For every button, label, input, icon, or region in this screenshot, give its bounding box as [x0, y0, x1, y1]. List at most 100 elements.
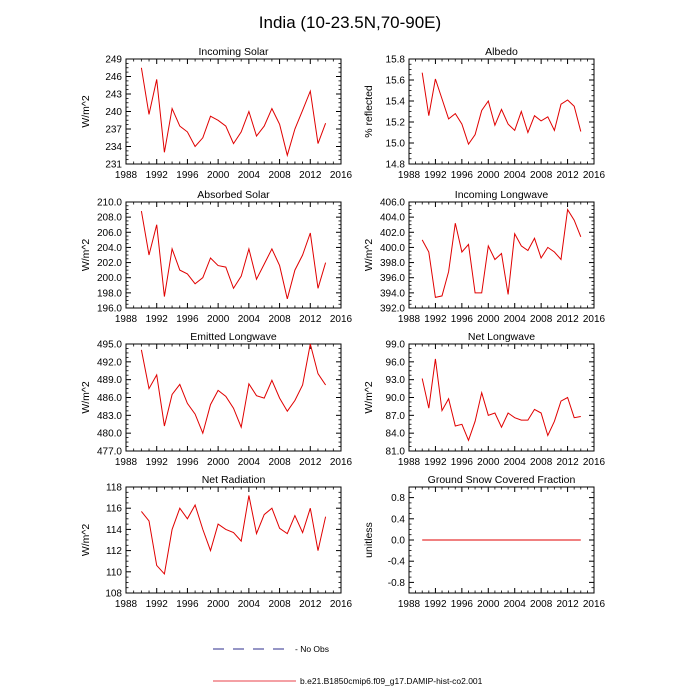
y-tick-label: 114: [106, 525, 122, 536]
panel-frame: [125, 486, 342, 594]
y-tick-label: 15.6: [386, 76, 406, 87]
y-tick-label: 208.0: [97, 213, 122, 224]
y-tick-label: 0.8: [391, 493, 405, 504]
x-tick-label: 2004: [238, 457, 261, 468]
x-tick-label: 2008: [530, 314, 553, 325]
y-tick-label: 93.0: [386, 375, 406, 386]
legend-no-obs-label: - No Obs: [295, 644, 329, 654]
x-tick-label: 1992: [146, 457, 169, 468]
x-tick-label: 2016: [330, 457, 353, 468]
y-tick-label: 483.0: [97, 411, 122, 422]
y-tick-label: 495.0: [97, 340, 122, 351]
y-axis-label: W/m^2: [363, 239, 375, 272]
y-tick-label: 15.2: [386, 118, 406, 129]
x-tick-label: 1988: [398, 599, 421, 610]
y-tick-label: 243: [105, 90, 122, 101]
y-axis-label: W/m^2: [363, 381, 375, 414]
x-tick-label: 1996: [176, 314, 199, 325]
y-tick-label: -0.4: [388, 557, 406, 568]
y-tick-label: 99.0: [386, 340, 406, 351]
y-axis-label: unitless: [363, 522, 375, 558]
y-tick-label: -0.8: [388, 578, 406, 589]
panel-title: Incoming Solar: [198, 46, 269, 58]
y-tick-label: 480.0: [97, 429, 122, 440]
panel-title: Absorbed Solar: [197, 189, 270, 201]
x-tick-label: 2012: [299, 457, 322, 468]
x-tick-label: 1988: [398, 170, 421, 181]
y-tick-label: 204.0: [97, 243, 122, 254]
x-tick-label: 1988: [115, 457, 138, 468]
y-tick-label: 246: [105, 72, 122, 83]
series-line: [421, 208, 582, 299]
x-tick-label: 1992: [424, 314, 447, 325]
x-tick-label: 2000: [207, 457, 230, 468]
y-tick-label: 116: [106, 504, 122, 515]
x-tick-label: 2008: [268, 599, 291, 610]
y-tick-label: 486.0: [97, 393, 122, 404]
x-tick-label: 2004: [504, 457, 527, 468]
x-tick-label: 2016: [583, 314, 606, 325]
x-tick-label: 1992: [424, 599, 447, 610]
series-line: [140, 343, 327, 435]
x-tick-label: 1992: [146, 170, 169, 181]
x-tick-label: 2016: [583, 170, 606, 181]
y-tick-label: 96.0: [386, 357, 406, 368]
y-tick-label: 15.8: [386, 55, 406, 66]
panel-title: Emitted Longwave: [190, 331, 277, 343]
y-tick-label: 477.0: [97, 447, 122, 458]
x-tick-label: 1996: [451, 170, 474, 181]
panel-title: Ground Snow Covered Fraction: [428, 474, 576, 486]
x-tick-label: 2008: [530, 457, 553, 468]
y-tick-label: 198.0: [97, 288, 122, 299]
x-tick-label: 2016: [330, 314, 353, 325]
panel-title: Albedo: [485, 46, 518, 58]
x-tick-label: 1988: [115, 599, 138, 610]
y-tick-label: 0.0: [391, 536, 405, 547]
y-tick-label: 81.0: [386, 447, 406, 458]
y-tick-label: 396.0: [380, 273, 405, 284]
y-tick-label: 406.0: [380, 198, 405, 209]
x-tick-label: 2016: [583, 457, 606, 468]
panel-title: Net Radiation: [202, 474, 266, 486]
panel-frame: [125, 58, 342, 165]
x-tick-label: 2012: [556, 599, 579, 610]
panel-5: Net Longwave W/m^2 1988 1992 1996 2000 2004 200…: [363, 331, 606, 468]
x-tick-label: 2012: [556, 170, 579, 181]
panel-6: Net Radiation W/m^2 1988 1992 1996 2000 2004 20…: [80, 474, 353, 610]
series-line: [140, 67, 327, 158]
x-tick-label: 2000: [477, 599, 500, 610]
y-tick-label: 237: [105, 125, 122, 136]
series-line: [421, 72, 582, 146]
legend: - No Obs b.e21.B1850cmip6.f09_g17.DAMIP-…: [213, 644, 483, 686]
y-tick-label: 489.0: [97, 375, 122, 386]
x-tick-label: 1996: [451, 457, 474, 468]
y-tick-label: 202.0: [97, 258, 122, 269]
x-tick-label: 2012: [299, 314, 322, 325]
x-tick-label: 1988: [115, 170, 138, 181]
x-tick-label: 2004: [504, 599, 527, 610]
x-tick-label: 2008: [268, 314, 291, 325]
x-tick-label: 2004: [504, 170, 527, 181]
y-axis-label: W/m^2: [80, 524, 92, 557]
panel-title: Net Longwave: [468, 331, 535, 343]
panel-1: Albedo % reflected 1988 1992 1996 2000 2004 200…: [363, 46, 606, 181]
x-tick-label: 2012: [299, 170, 322, 181]
y-tick-label: 231: [105, 160, 122, 171]
x-tick-label: 2008: [530, 170, 553, 181]
x-tick-label: 1996: [176, 457, 199, 468]
y-tick-label: 112: [106, 546, 122, 557]
x-tick-label: 1992: [424, 457, 447, 468]
x-tick-label: 2016: [583, 599, 606, 610]
y-tick-label: 118: [106, 483, 122, 494]
y-tick-label: 398.0: [380, 258, 405, 269]
x-tick-label: 2000: [207, 170, 230, 181]
y-axis-label: W/m^2: [80, 239, 92, 272]
y-tick-label: 15.4: [386, 97, 406, 108]
y-tick-label: 15.0: [386, 139, 406, 150]
panel-frame: [125, 343, 342, 452]
figure-title: India (10-23.5N,70-90E): [259, 13, 441, 32]
y-axis-label: W/m^2: [80, 381, 92, 414]
series-line: [140, 211, 327, 300]
x-tick-label: 2004: [238, 170, 261, 181]
